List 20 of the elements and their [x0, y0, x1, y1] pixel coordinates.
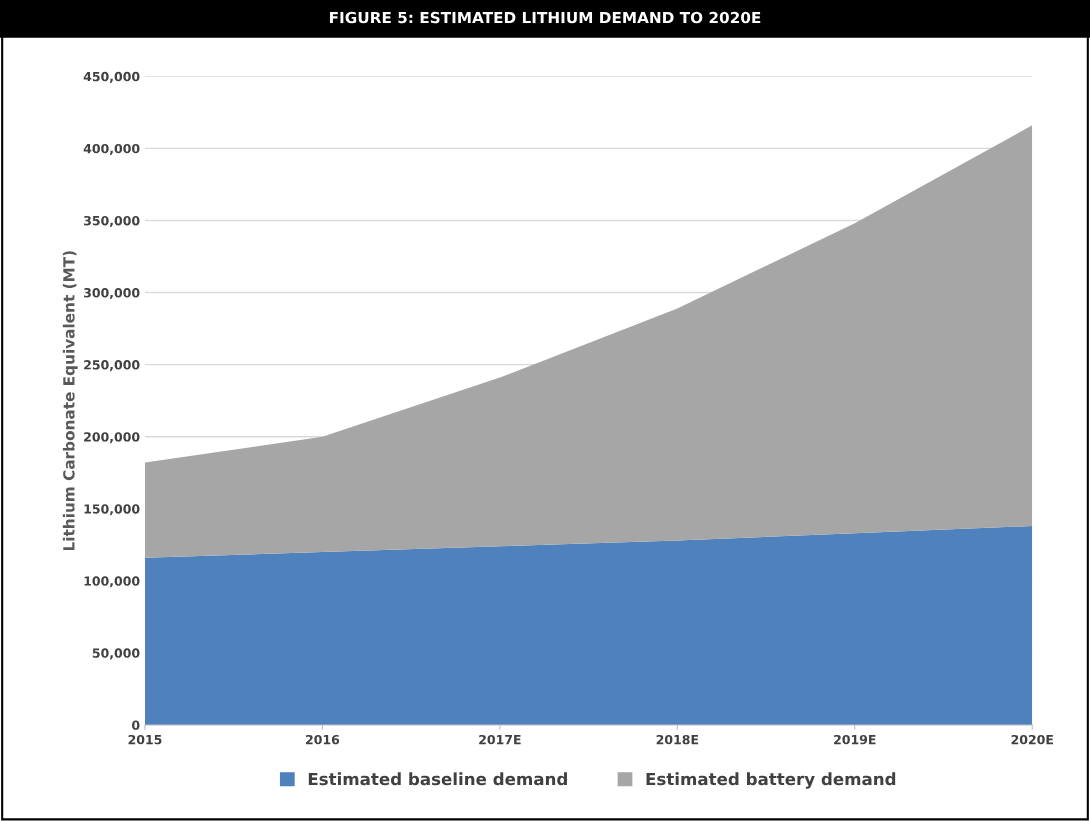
chart-title: FIGURE 5: ESTIMATED LITHIUM DEMAND TO 2020E	[330, 11, 761, 24]
x-tick-label: 2018E	[656, 734, 699, 745]
y-tick-label: 400,000	[83, 143, 140, 155]
legend-label: Estimated baseline demand	[308, 772, 567, 786]
x-tick-label: 2019E	[834, 734, 876, 745]
x-tick-label: 2015	[128, 734, 162, 745]
legend-label: Estimated battery demand	[646, 772, 896, 789]
y-tick-label: 250,000	[84, 360, 140, 372]
x-tick-label: 2017E	[479, 734, 521, 745]
x-tick-label: 2020E	[1011, 734, 1053, 745]
y-tick-label: 0	[132, 720, 140, 730]
y-tick-label: 450,000	[83, 71, 140, 83]
y-tick-label: 200,000	[84, 432, 140, 444]
y-tick-label: 100,000	[84, 576, 140, 588]
y-tick-label: 300,000	[84, 288, 140, 300]
y-tick-label: 150,000	[84, 504, 140, 516]
x-tick-label: 2016	[306, 734, 340, 745]
y-tick-label: 350,000	[84, 215, 140, 228]
y-axis-title: Lithium Carbonate Equivalent (MT)	[62, 251, 78, 551]
y-tick-label: 50,000	[92, 648, 140, 660]
